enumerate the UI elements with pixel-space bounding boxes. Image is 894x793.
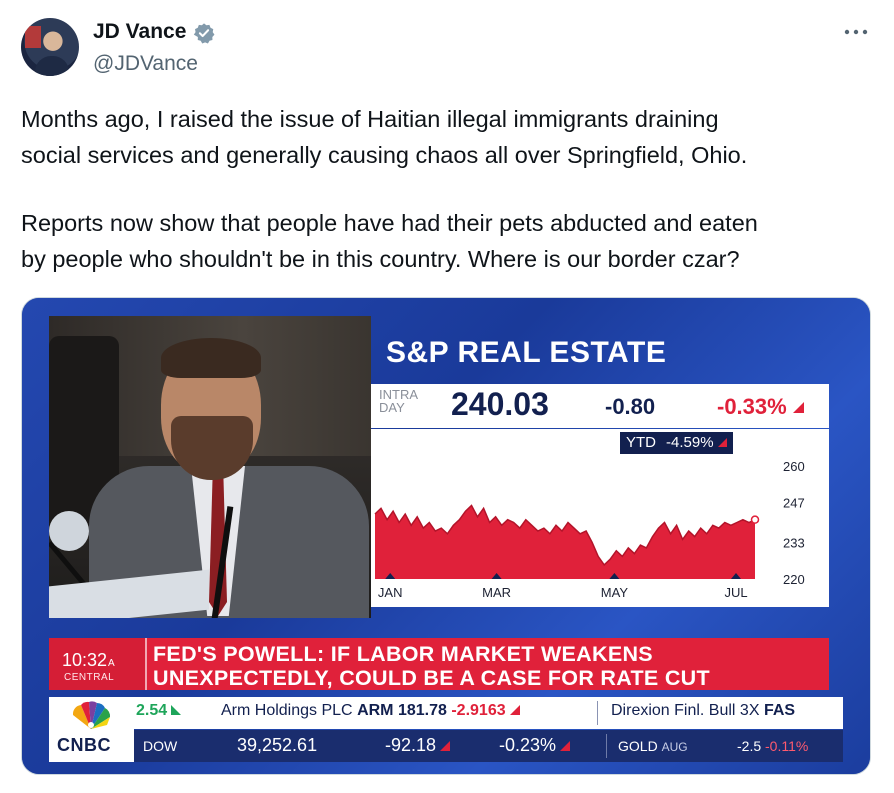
network-logo-text: CNBC [57,735,111,755]
chart-area [375,505,755,579]
y-tick-label: 260 [783,459,805,474]
broadcast-time: 10:32A [62,650,115,671]
x-tick-mark [491,573,502,579]
ticker-index-change-value: -92.18 [385,735,437,755]
ticker-next-stock: Direxion Finl. Bull 3X FAS [611,702,795,720]
y-tick-label: 220 [783,572,805,587]
headline: FED'S POWELL: IF LABOR MARKET WEAKENS UN… [153,642,710,690]
avatar[interactable] [21,18,79,76]
x-tick-label: JUL [724,585,747,600]
tweet-media-image[interactable]: S&P REAL ESTATE INTRA DAY 240.03 -0.80 -… [21,297,871,775]
tweet-text: Months ago, I raised the issue of Haitia… [21,101,871,277]
down-triangle-icon [560,741,571,751]
x-axis-band [375,579,755,607]
chart-last-point [750,515,760,524]
y-tick-label: 233 [783,535,805,550]
time-suffix: A [108,658,115,669]
video-feed [49,316,371,618]
ticker-commodity-month: AUG [661,740,688,754]
ticker-commodity-change: -2.5 -0.11% [737,738,808,754]
tweet-text-line: Months ago, I raised the issue of Haitia… [21,106,719,132]
author-name[interactable]: JD Vance [93,20,187,43]
ticker-stock-symbol: ARM [357,702,394,719]
index-change-pct-value: -0.33% [717,394,787,419]
video-beard [171,416,253,480]
area-chart: JAN MAR MAY JUL 260 247 233 220 [374,459,805,607]
video-hand [49,511,89,551]
ticker-divider [597,701,598,725]
x-tick-label: MAY [601,585,629,600]
time-zone: CENTRAL [64,672,115,683]
ticker-index-pct-value: -0.23% [499,735,557,755]
ticker-commodity-pct: -0.11% [765,738,809,754]
ticker-stock-price: 181.78 [397,702,447,719]
ticker-divider [606,734,607,758]
ticker-index-change: -92.18 [385,735,451,756]
ticker-stock-name: Arm Holdings PLC [221,702,353,719]
tweet-text-line: by people who shouldn't be in this count… [21,246,740,272]
avatar-flag [25,26,41,48]
x-tick-mark [731,573,741,579]
ticker-index-value: 39,252.61 [237,735,318,755]
chart-line [374,504,756,567]
price-bar [371,384,829,428]
ticker-commodity: GOLD AUG [618,738,688,754]
down-triangle-icon [440,741,451,751]
headline-line: FED'S POWELL: IF LABOR MARKET WEAKENS [153,642,653,666]
peacock-icon [72,701,111,729]
x-tick-mark [609,573,620,579]
ticker-next-name: Direxion Finl. Bull 3X [611,702,760,719]
intraday-label: INTRA DAY [379,387,418,415]
index-change-pct: -0.33% [717,394,804,420]
x-tick-mark [385,573,396,579]
ticker-lead-value: 2.54 [136,702,182,720]
ticker-stock: Arm Holdings PLC ARM 181.78 -2.9163 [221,702,520,720]
ticker-row-top [134,697,843,729]
ticker-row-bottom [134,730,843,762]
x-tick-label: MAR [482,585,511,600]
tweet-text-line: Reports now show that people have had th… [21,210,758,236]
chart-panel: JAN MAR MAY JUL 260 247 233 220 [371,429,829,607]
ticker-index-pct: -0.23% [499,735,571,756]
ticker-lead-value-text: 2.54 [136,702,168,719]
ytd-badge: YTD -4.59% [620,432,733,454]
verified-badge-icon [193,23,215,44]
ticker-index-name: DOW [143,738,178,754]
avatar-figure [35,56,69,76]
index-change: -0.80 [605,394,656,419]
ticker-next-symbol: FAS [763,702,796,719]
ticker-stock-change: -2.9163 [451,702,506,719]
headline-line: UNEXPECTEDLY, COULD BE A CASE FOR RATE C… [153,666,710,690]
up-triangle-icon [171,705,182,715]
time-box [49,638,147,690]
ticker-commodity-name: GOLD [618,738,658,754]
author-handle[interactable]: @JDVance [93,52,198,75]
time-value: 10:32 [62,650,108,670]
ytd-label: YTD [626,434,656,451]
index-title: S&P REAL ESTATE [386,336,667,369]
video-hair [161,338,261,378]
tweet-text-line: social services and generally causing ch… [21,142,748,168]
down-triangle-icon [509,705,520,715]
ytd-value: -4.59% [666,434,714,451]
down-triangle-icon [717,438,727,447]
lower-third [49,638,829,690]
more-options-icon[interactable] [842,26,870,38]
x-tick-label: JAN [378,585,403,600]
index-price: 240.03 [451,386,549,422]
down-triangle-icon [792,402,804,413]
y-tick-label: 247 [783,496,805,511]
ticker-commodity-change-value: -2.5 [737,738,762,754]
